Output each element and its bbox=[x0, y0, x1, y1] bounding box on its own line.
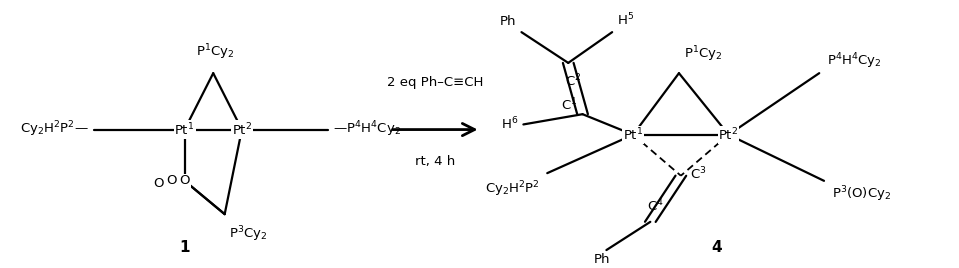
Text: O: O bbox=[167, 174, 177, 187]
Text: P$^4$H$^4$Cy$_2$: P$^4$H$^4$Cy$_2$ bbox=[827, 51, 881, 70]
Text: H$^6$: H$^6$ bbox=[502, 116, 519, 133]
Text: H$^5$: H$^5$ bbox=[617, 12, 634, 28]
Text: rt, 4 h: rt, 4 h bbox=[415, 155, 456, 168]
Text: Ph: Ph bbox=[501, 15, 517, 28]
Text: —P$^4$H$^4$Cy$_2$: —P$^4$H$^4$Cy$_2$ bbox=[333, 120, 401, 139]
Text: O: O bbox=[153, 177, 164, 190]
Text: Pt$^1$: Pt$^1$ bbox=[623, 126, 643, 143]
Text: Cy$_2$H$^2$P$^2$—: Cy$_2$H$^2$P$^2$— bbox=[20, 120, 89, 139]
Text: Pt$^2$: Pt$^2$ bbox=[232, 121, 252, 138]
Text: C$^1$: C$^1$ bbox=[561, 96, 577, 113]
Text: C$^4$: C$^4$ bbox=[646, 198, 664, 214]
Text: Pt$^2$: Pt$^2$ bbox=[232, 121, 252, 138]
Text: Pt$^1$: Pt$^1$ bbox=[175, 121, 195, 138]
Text: Ph: Ph bbox=[594, 253, 610, 266]
Text: C$^3$: C$^3$ bbox=[690, 166, 707, 183]
Text: 4: 4 bbox=[712, 240, 722, 255]
Text: Pt$^1$: Pt$^1$ bbox=[623, 126, 643, 143]
Text: Pt$^1$: Pt$^1$ bbox=[175, 121, 195, 138]
Text: O: O bbox=[179, 174, 190, 187]
Text: P$^1$Cy$_2$: P$^1$Cy$_2$ bbox=[196, 42, 234, 62]
Text: 1: 1 bbox=[179, 240, 190, 255]
Text: P$^3$Cy$_2$: P$^3$Cy$_2$ bbox=[229, 224, 268, 244]
Text: Cy$_2$H$^2$P$^2$: Cy$_2$H$^2$P$^2$ bbox=[485, 180, 540, 199]
Text: P$^1$Cy$_2$: P$^1$Cy$_2$ bbox=[684, 44, 722, 64]
Text: 2 eq Ph–C≡CH: 2 eq Ph–C≡CH bbox=[386, 76, 483, 88]
Text: Pt$^2$: Pt$^2$ bbox=[718, 126, 738, 143]
Text: Pt$^2$: Pt$^2$ bbox=[718, 126, 738, 143]
Text: P$^3$(O)Cy$_2$: P$^3$(O)Cy$_2$ bbox=[831, 185, 891, 204]
Text: C$^2$: C$^2$ bbox=[565, 73, 581, 90]
